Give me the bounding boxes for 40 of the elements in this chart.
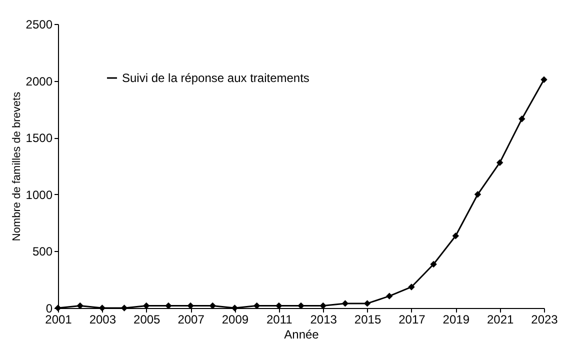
x-axis-title: Année [284,328,320,342]
x-tick-label: 2017 [398,312,426,326]
point [342,300,349,307]
point [496,159,504,166]
x-tick-label: 2001 [45,312,72,326]
y-tick-label: 2500 [26,18,53,32]
x-tick-label: 2007 [178,312,205,326]
point [209,302,216,310]
x-tick-label: 2003 [89,312,116,326]
x-tick-label: 2023 [531,312,558,326]
point [120,304,128,312]
point [165,302,172,310]
point [187,302,194,310]
point [518,116,526,122]
y-tick-label: 1500 [26,131,53,146]
y-axis-title: Nombre de familles de brevets [10,91,23,242]
y-tick-label: 500 [32,244,53,259]
point [408,284,415,290]
point [364,300,371,307]
point [386,292,393,300]
point [298,302,304,310]
x-tick-label: 2009 [222,312,249,326]
x-tick-label: 2021 [486,312,514,326]
x-tick-label: 2005 [134,312,161,326]
point [474,191,482,198]
x-tick-label: 2013 [310,312,338,326]
y-tick-label: 0 [46,302,53,316]
point [276,302,282,310]
y-tick-label: 1000 [26,188,53,202]
x-tick-label: 2011 [266,312,293,326]
point [76,302,84,310]
point [540,76,548,84]
x-tick-label: 2015 [354,312,382,326]
x-tick-label: 2019 [442,312,470,326]
legend-label: Suivi de la réponse aux traitements [122,71,310,85]
point [430,260,437,268]
y-tick-label: 2000 [26,74,53,88]
point [452,232,459,240]
point [98,304,106,312]
point [253,302,260,310]
